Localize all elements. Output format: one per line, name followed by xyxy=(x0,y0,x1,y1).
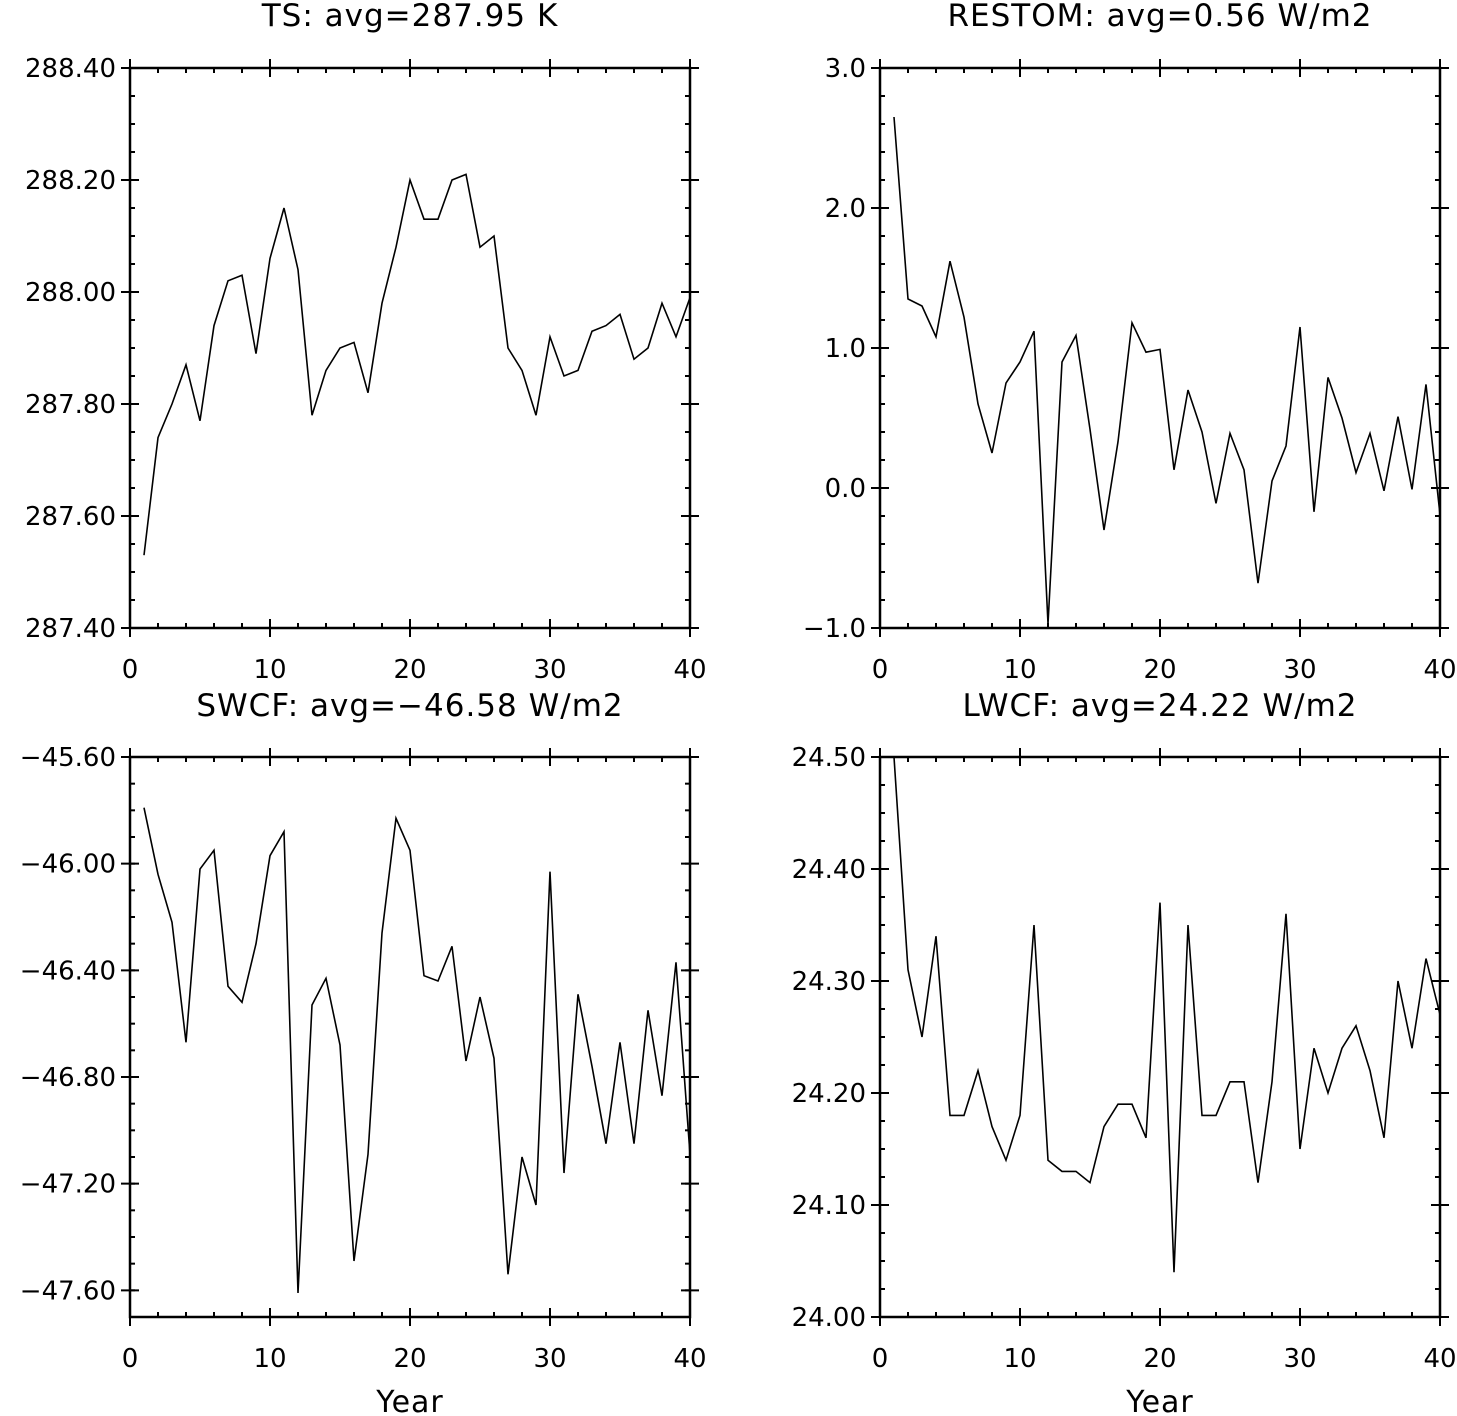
x-tick-label: 30 xyxy=(1283,1344,1316,1374)
y-tick-label: −47.60 xyxy=(20,1276,116,1306)
x-tick-label: 20 xyxy=(393,1344,426,1374)
x-tick-label: 0 xyxy=(872,1344,889,1374)
y-tick-labels: −1.0 0.0 1.0 2.0 3.0 xyxy=(803,54,866,644)
ticks-layer xyxy=(871,748,1449,1326)
x-tick-labels: 0 10 20 30 40 xyxy=(122,1344,707,1374)
panel-ts: TS: avg=287.95 K 287.40 287.60 287.80 288.0… xyxy=(25,0,707,685)
x-tick-labels: 0 10 20 30 40 xyxy=(872,1344,1457,1374)
chart-title: RESTOM: avg=0.56 W/m2 xyxy=(947,0,1372,34)
series-line xyxy=(893,756,1441,1273)
x-tick-label: 30 xyxy=(533,1344,566,1374)
panel-lwcf: LWCF: avg=24.22 W/m2 24.00 24.10 24.20 24.3… xyxy=(792,688,1457,1416)
x-tick-label: 10 xyxy=(1003,1344,1036,1374)
chart-title: LWCF: avg=24.22 W/m2 xyxy=(962,688,1357,724)
chart-title: TS: avg=287.95 K xyxy=(261,0,559,34)
y-tick-label: 24.00 xyxy=(792,1303,866,1333)
y-tick-labels: −47.60 −47.20 −46.80 −46.40 −46.00 −45.60 xyxy=(20,743,116,1306)
x-tick-label: 20 xyxy=(393,655,426,685)
x-tick-labels: 0 10 20 30 40 xyxy=(872,655,1457,685)
plot-frame xyxy=(128,66,692,630)
x-tick-labels: 0 10 20 30 40 xyxy=(122,655,707,685)
y-tick-label: −46.00 xyxy=(20,850,116,880)
y-tick-label: 288.20 xyxy=(25,166,116,196)
y-tick-label: 0.0 xyxy=(825,474,866,504)
plot-frame xyxy=(878,66,1442,630)
x-tick-label: 40 xyxy=(673,655,706,685)
y-tick-label: −45.60 xyxy=(20,743,116,773)
chart-title: SWCF: avg=−46.58 W/m2 xyxy=(196,688,623,724)
y-tick-label: 24.40 xyxy=(792,855,866,885)
y-tick-label: 287.40 xyxy=(25,614,116,644)
y-tick-labels: 287.40 287.60 287.80 288.00 288.20 288.40 xyxy=(25,54,116,644)
x-axis-title: Year xyxy=(375,1385,444,1416)
y-tick-label: −46.80 xyxy=(20,1063,116,1093)
x-tick-label: 40 xyxy=(1423,1344,1456,1374)
ticks-layer xyxy=(871,59,1449,637)
y-tick-label: −47.20 xyxy=(20,1170,116,1200)
x-tick-label: 10 xyxy=(1003,655,1036,685)
x-axis-title: Year xyxy=(1125,1385,1194,1416)
y-tick-label: 24.20 xyxy=(792,1079,866,1109)
ticks-layer xyxy=(121,748,699,1326)
y-tick-label: 24.50 xyxy=(792,743,866,773)
x-tick-label: 40 xyxy=(1423,655,1456,685)
y-tick-label: 3.0 xyxy=(825,54,866,84)
x-tick-label: 0 xyxy=(122,1344,139,1374)
x-tick-label: 0 xyxy=(122,655,139,685)
y-tick-label: 287.60 xyxy=(25,502,116,532)
x-tick-label: 0 xyxy=(872,655,889,685)
y-tick-label: 24.30 xyxy=(792,967,866,997)
y-tick-label: 288.00 xyxy=(25,278,116,308)
x-tick-label: 20 xyxy=(1143,1344,1176,1374)
panel-restom: RESTOM: avg=0.56 W/m2 −1.0 0.0 1.0 2.0 3.0 0… xyxy=(803,0,1457,685)
x-tick-label: 30 xyxy=(1283,655,1316,685)
y-tick-label: −46.40 xyxy=(20,956,116,986)
x-tick-label: 10 xyxy=(253,655,286,685)
y-tick-label: 287.80 xyxy=(25,390,116,420)
x-tick-label: 10 xyxy=(253,1344,286,1374)
x-tick-label: 40 xyxy=(673,1344,706,1374)
y-tick-label: 24.10 xyxy=(792,1191,866,1221)
ticks-layer xyxy=(121,59,699,637)
panel-swcf: SWCF: avg=−46.58 W/m2 −47.60 −47.20 −46.80… xyxy=(20,688,707,1416)
y-tick-label: 1.0 xyxy=(825,334,866,364)
series-line xyxy=(893,116,1441,624)
y-tick-label: −1.0 xyxy=(803,614,866,644)
x-tick-label: 30 xyxy=(533,655,566,685)
plot-frame xyxy=(128,755,692,1319)
y-tick-label: 2.0 xyxy=(825,194,866,224)
series-line xyxy=(143,807,691,1294)
plot-frame xyxy=(878,755,1442,1319)
x-tick-label: 20 xyxy=(1143,655,1176,685)
y-tick-labels: 24.00 24.10 24.20 24.30 24.40 24.50 xyxy=(792,743,866,1333)
series-line xyxy=(143,173,691,556)
y-tick-label: 288.40 xyxy=(25,54,116,84)
